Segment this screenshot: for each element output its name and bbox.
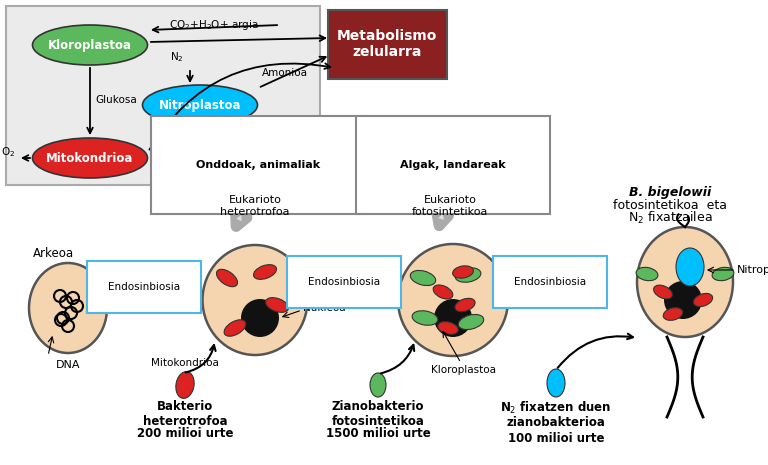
Text: Eukarioto
heterotrofoa: Eukarioto heterotrofoa (220, 195, 290, 217)
Text: Metabolismo
zelularra: Metabolismo zelularra (337, 29, 437, 59)
Ellipse shape (434, 299, 472, 337)
Text: DNA: DNA (56, 360, 80, 370)
Ellipse shape (694, 293, 713, 306)
Ellipse shape (398, 244, 508, 356)
Text: Nitroplastoa: Nitroplastoa (737, 265, 768, 275)
Ellipse shape (412, 311, 438, 325)
Text: N$_2$ fixatzailea: N$_2$ fixatzailea (627, 210, 712, 226)
Ellipse shape (253, 265, 276, 279)
Text: N$_2$: N$_2$ (170, 50, 184, 64)
Ellipse shape (664, 308, 683, 320)
Text: CO$_2$+H$_2$O+ argia: CO$_2$+H$_2$O+ argia (169, 18, 259, 32)
FancyBboxPatch shape (6, 6, 320, 185)
Ellipse shape (32, 25, 147, 65)
Text: N$_2$ fixatzen duen: N$_2$ fixatzen duen (500, 400, 611, 416)
Ellipse shape (458, 314, 484, 330)
Ellipse shape (241, 299, 279, 337)
Text: Algak, landareak: Algak, landareak (400, 160, 506, 170)
Text: Endosinbiosia: Endosinbiosia (308, 277, 380, 287)
Text: Mitokondrioa: Mitokondrioa (46, 152, 134, 165)
Text: Mitokondrioa: Mitokondrioa (151, 358, 219, 368)
Ellipse shape (438, 322, 458, 334)
Ellipse shape (224, 320, 246, 336)
Text: Nitroplastoa: Nitroplastoa (159, 99, 241, 112)
Text: Endosinbiosia: Endosinbiosia (514, 277, 586, 287)
Ellipse shape (176, 372, 194, 399)
Text: Bakterio
heterotrofoa: Bakterio heterotrofoa (143, 400, 227, 428)
Ellipse shape (410, 271, 435, 286)
Text: Kloroplastoa: Kloroplastoa (431, 365, 495, 375)
Text: Endosinbiosia: Endosinbiosia (108, 282, 180, 292)
Ellipse shape (664, 281, 702, 319)
Text: zianobakterioa: zianobakterioa (507, 416, 605, 429)
Text: Kloroplastoa: Kloroplastoa (48, 39, 132, 52)
Ellipse shape (203, 245, 307, 355)
Text: fotosintetikoa  eta: fotosintetikoa eta (613, 199, 727, 212)
Ellipse shape (547, 369, 565, 397)
Ellipse shape (452, 266, 473, 278)
Ellipse shape (433, 285, 453, 299)
Ellipse shape (32, 138, 147, 178)
Ellipse shape (143, 85, 257, 125)
Text: 200 milioi urte: 200 milioi urte (137, 427, 233, 440)
Text: →ATP(energia): →ATP(energia) (152, 165, 227, 175)
Ellipse shape (637, 227, 733, 337)
Text: Onddoak, animaliak: Onddoak, animaliak (196, 160, 320, 170)
Text: O$_2$: O$_2$ (1, 145, 15, 159)
Ellipse shape (455, 268, 481, 282)
Text: 100 milioi urte: 100 milioi urte (508, 432, 604, 445)
FancyBboxPatch shape (328, 10, 447, 79)
Text: Arkeoa: Arkeoa (32, 246, 74, 259)
Text: Glukosa: Glukosa (95, 95, 137, 105)
Text: 1500 milioi urte: 1500 milioi urte (326, 427, 430, 440)
Text: Zianobakterio
fotosintetikoa: Zianobakterio fotosintetikoa (332, 400, 425, 428)
Ellipse shape (676, 248, 704, 286)
Ellipse shape (29, 263, 107, 353)
Ellipse shape (654, 285, 673, 299)
Ellipse shape (217, 269, 237, 287)
Text: Eukarioto
fotosintetikoa: Eukarioto fotosintetikoa (412, 195, 488, 217)
Ellipse shape (266, 298, 289, 312)
Text: Amonioa: Amonioa (262, 68, 308, 78)
Ellipse shape (370, 373, 386, 397)
Ellipse shape (636, 267, 658, 281)
Ellipse shape (712, 267, 734, 281)
Text: Nukleoa: Nukleoa (303, 303, 346, 313)
Text: B. bigelowii: B. bigelowii (629, 186, 711, 199)
Ellipse shape (455, 299, 475, 312)
